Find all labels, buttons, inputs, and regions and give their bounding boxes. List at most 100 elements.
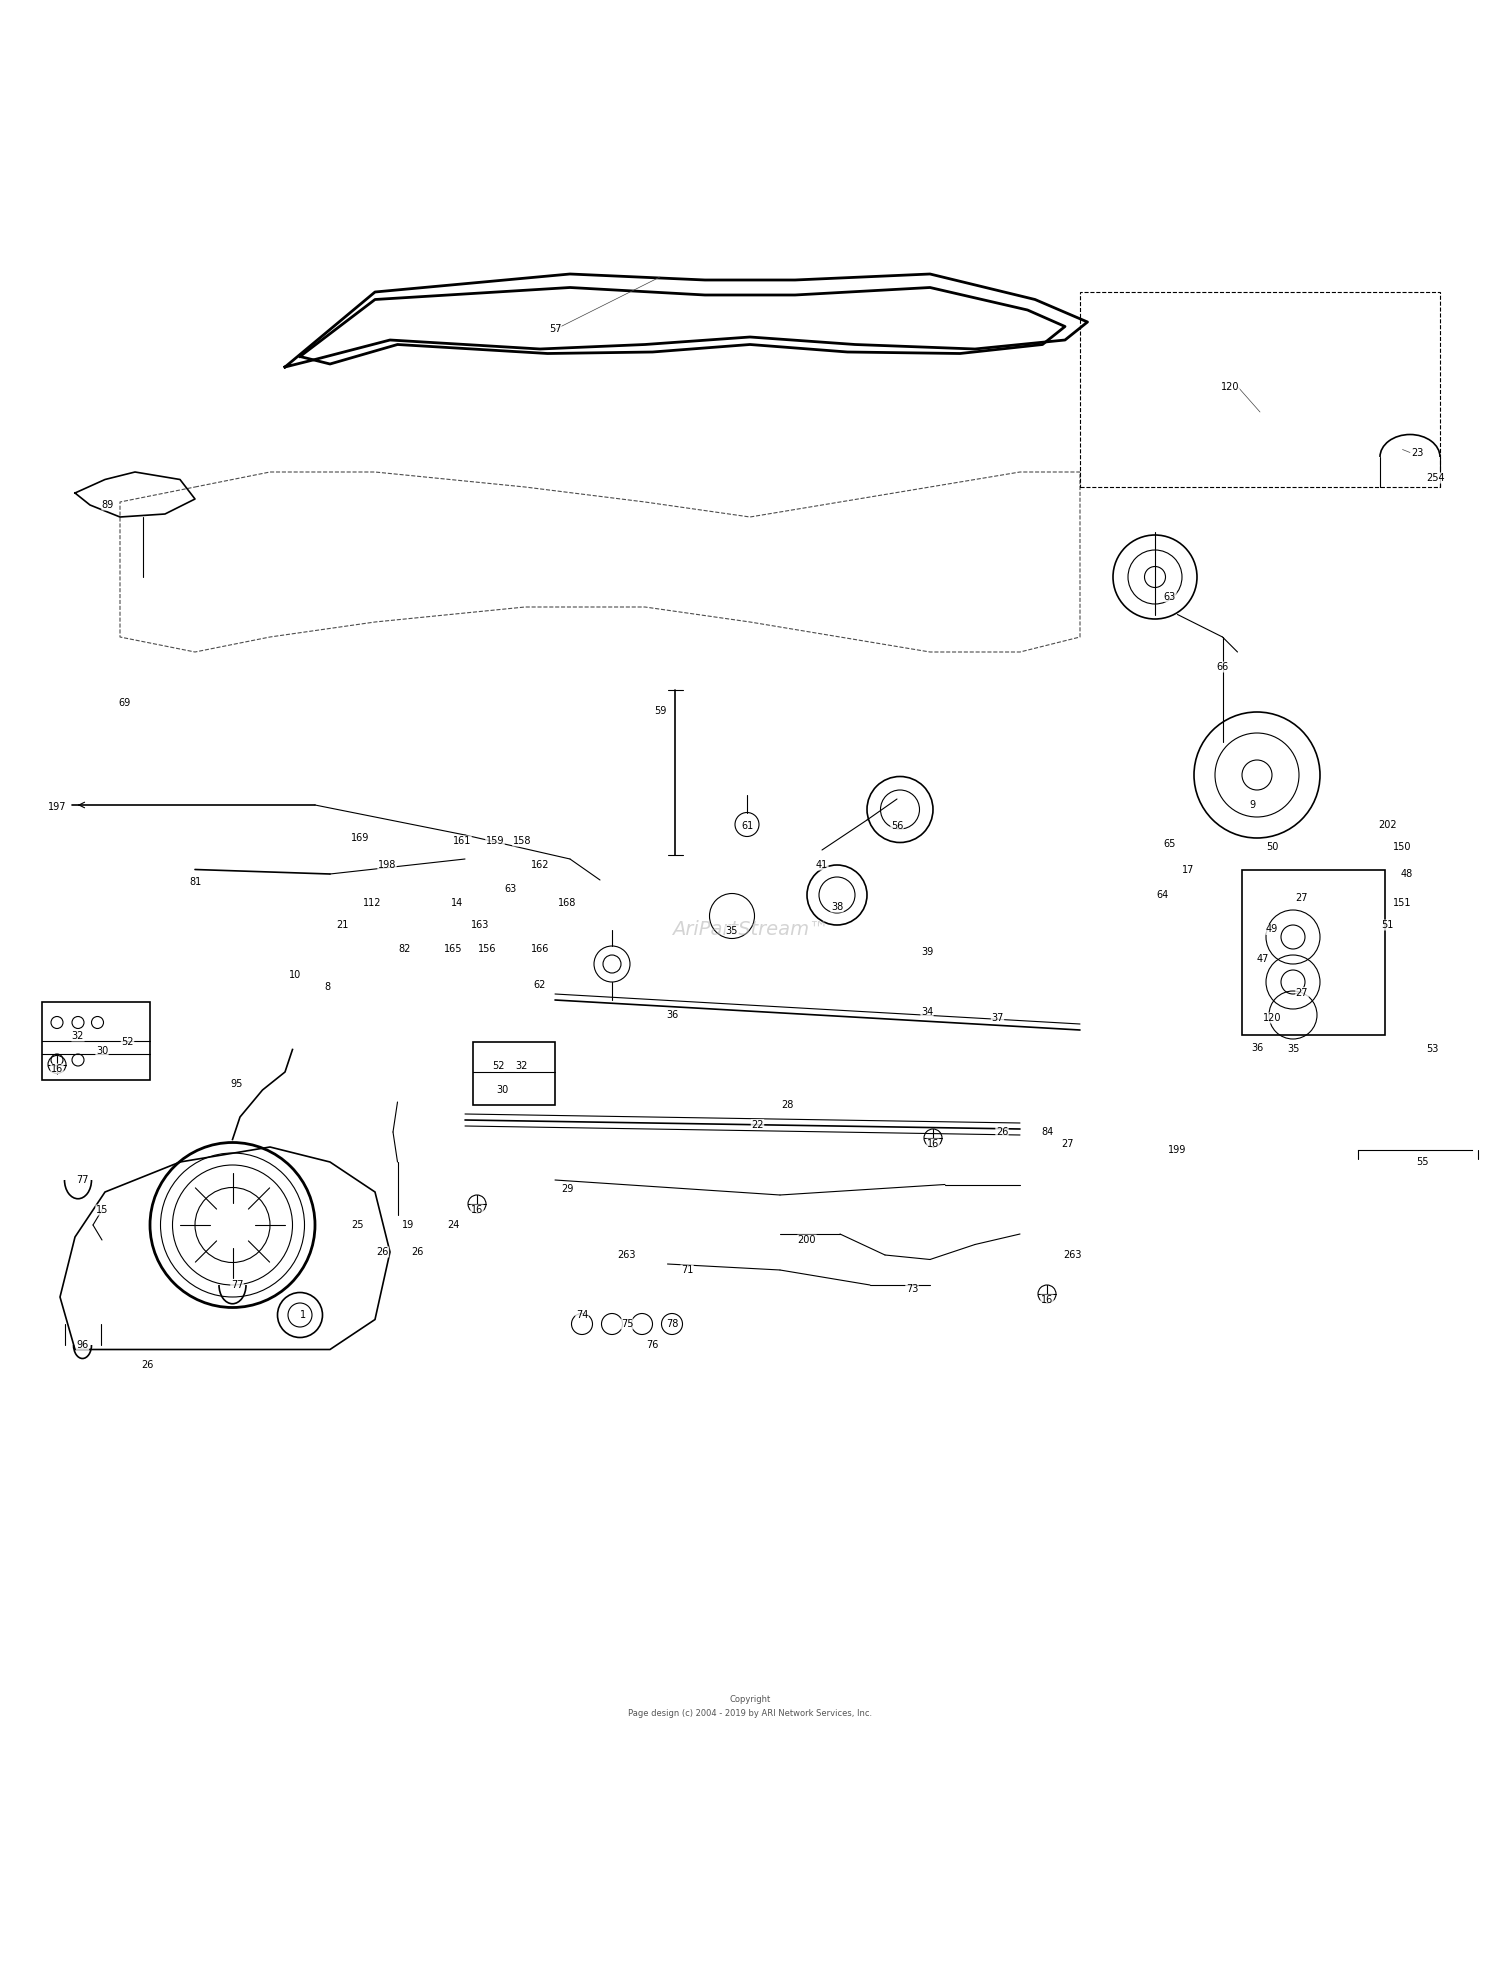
Text: 51: 51: [1382, 919, 1394, 931]
Text: 81: 81: [189, 876, 201, 886]
Text: 66: 66: [1216, 662, 1228, 672]
Text: 30: 30: [496, 1084, 508, 1096]
Text: 57: 57: [549, 324, 561, 334]
Text: 23: 23: [1412, 448, 1424, 458]
Text: 74: 74: [576, 1310, 588, 1320]
Text: 34: 34: [921, 1008, 933, 1017]
Text: 10: 10: [290, 970, 302, 980]
Text: 27: 27: [1062, 1139, 1074, 1149]
Text: 19: 19: [402, 1220, 414, 1229]
Text: 159: 159: [486, 837, 504, 846]
Bar: [472, 1043, 555, 1106]
Bar: [1242, 870, 1384, 1035]
Bar: [1080, 293, 1440, 487]
Text: 47: 47: [1257, 955, 1269, 964]
Text: 59: 59: [654, 705, 666, 715]
Text: 41: 41: [816, 860, 828, 870]
Text: 52: 52: [492, 1061, 504, 1070]
Text: 73: 73: [906, 1284, 918, 1294]
Text: 17: 17: [1182, 864, 1194, 874]
Text: Copyright: Copyright: [729, 1695, 771, 1703]
Text: 26: 26: [996, 1127, 1008, 1137]
Text: 29: 29: [561, 1184, 573, 1194]
Text: 62: 62: [534, 980, 546, 990]
Text: 35: 35: [1287, 1045, 1299, 1055]
Text: 48: 48: [1401, 868, 1413, 880]
Text: 16: 16: [1041, 1294, 1053, 1304]
Text: 36: 36: [666, 1009, 678, 1019]
Text: 24: 24: [447, 1220, 459, 1229]
Text: 8: 8: [324, 982, 330, 992]
Text: 95: 95: [231, 1078, 243, 1088]
Text: 96: 96: [76, 1339, 88, 1349]
Text: 156: 156: [478, 945, 496, 955]
Text: 28: 28: [782, 1100, 794, 1110]
Text: 64: 64: [1156, 890, 1168, 900]
Text: 50: 50: [1266, 843, 1278, 852]
Text: 78: 78: [666, 1320, 678, 1330]
Text: 27: 27: [1296, 988, 1308, 998]
Text: 30: 30: [96, 1047, 108, 1057]
Text: 39: 39: [921, 947, 933, 956]
Text: 35: 35: [726, 925, 738, 937]
Text: 49: 49: [1266, 925, 1278, 935]
Text: 112: 112: [363, 898, 381, 907]
Text: 26: 26: [141, 1359, 153, 1369]
Text: 27: 27: [1296, 894, 1308, 903]
Text: 162: 162: [531, 860, 549, 870]
Text: 52: 52: [122, 1037, 134, 1047]
Text: 168: 168: [558, 898, 576, 907]
Text: 158: 158: [513, 837, 531, 846]
Bar: [42, 1002, 150, 1080]
Text: 36: 36: [1251, 1043, 1263, 1053]
Text: 200: 200: [798, 1235, 816, 1245]
Text: 14: 14: [452, 898, 464, 907]
Text: Page design (c) 2004 - 2019 by ARI Network Services, Inc.: Page design (c) 2004 - 2019 by ARI Netwo…: [628, 1709, 872, 1718]
Text: 263: 263: [618, 1249, 636, 1261]
Text: AriPartStream™: AriPartStream™: [672, 919, 828, 939]
Text: 199: 199: [1168, 1145, 1186, 1155]
Text: 32: 32: [516, 1061, 528, 1070]
Text: 254: 254: [1426, 473, 1444, 483]
Text: 120: 120: [1263, 1013, 1281, 1023]
Text: 26: 26: [411, 1247, 423, 1257]
Text: 65: 65: [1164, 839, 1176, 848]
Text: 169: 169: [351, 833, 369, 843]
Text: 77: 77: [231, 1281, 243, 1290]
Text: 89: 89: [102, 501, 114, 511]
Text: 76: 76: [646, 1339, 658, 1349]
Text: 63: 63: [1164, 591, 1176, 601]
Text: 53: 53: [1426, 1045, 1438, 1055]
Text: 61: 61: [741, 821, 753, 831]
Text: 163: 163: [471, 919, 489, 931]
Text: 32: 32: [72, 1031, 84, 1041]
Text: 202: 202: [1378, 819, 1396, 829]
Text: 25: 25: [351, 1220, 363, 1229]
Text: 22: 22: [752, 1119, 764, 1129]
Text: 165: 165: [444, 945, 462, 955]
Text: 161: 161: [453, 837, 471, 846]
Text: 75: 75: [621, 1320, 633, 1330]
Text: 69: 69: [118, 697, 130, 707]
Text: 150: 150: [1394, 843, 1411, 852]
Text: 16: 16: [471, 1206, 483, 1216]
Text: 84: 84: [1041, 1127, 1053, 1137]
Text: 9: 9: [1250, 799, 1256, 809]
Text: 197: 197: [48, 801, 66, 811]
Text: 198: 198: [378, 860, 396, 870]
Text: 26: 26: [376, 1247, 388, 1257]
Text: 263: 263: [1064, 1249, 1082, 1261]
Text: 21: 21: [336, 919, 348, 931]
Text: 16: 16: [927, 1139, 939, 1149]
Text: 16: 16: [51, 1064, 63, 1074]
Text: 63: 63: [504, 884, 516, 894]
Text: 1: 1: [300, 1310, 306, 1320]
Text: 82: 82: [399, 945, 411, 955]
Text: 55: 55: [1416, 1157, 1428, 1167]
Text: 71: 71: [681, 1265, 693, 1275]
Text: 37: 37: [992, 1013, 1004, 1023]
Text: 77: 77: [76, 1174, 88, 1184]
Text: 166: 166: [531, 945, 549, 955]
Text: 56: 56: [891, 821, 903, 831]
Text: 120: 120: [1221, 381, 1239, 391]
